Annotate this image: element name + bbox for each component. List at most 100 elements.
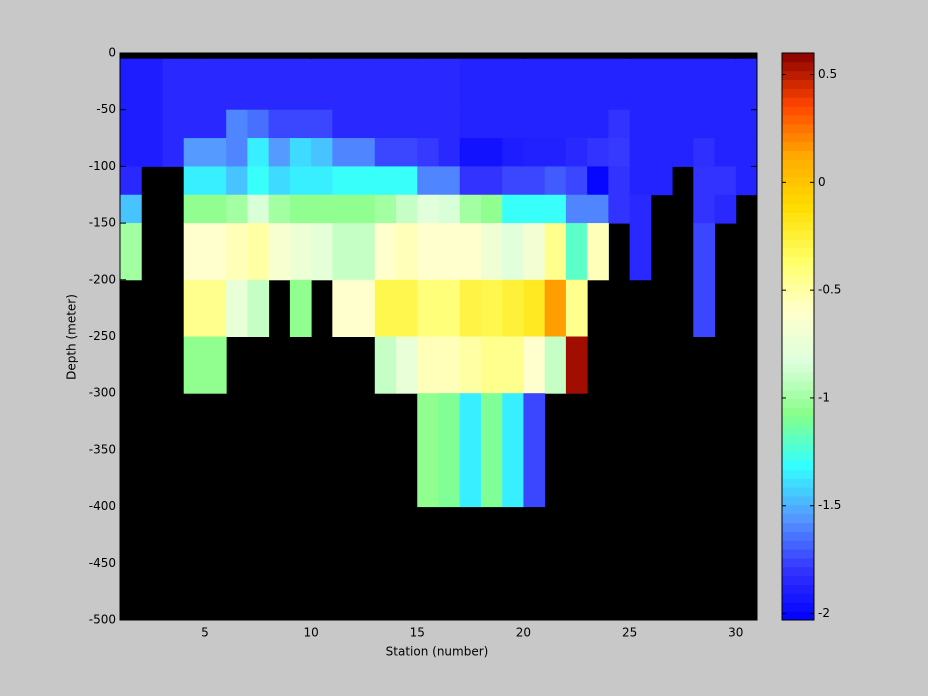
heat-cell [565,336,588,394]
heat-cell [459,279,482,337]
heat-cell [735,166,758,196]
heat-cell [226,194,248,224]
heat-cell [268,223,291,281]
heat-cell [141,58,163,111]
x-tick-label: 15 [410,626,425,640]
colorbar-swatch [782,212,814,222]
heat-cell [268,166,291,196]
heat-cell [417,109,439,139]
heat-cell [353,58,376,111]
heat-cell [523,194,546,224]
heat-cell [226,279,248,337]
heat-cell [417,58,439,111]
heat-cell [693,279,716,337]
x-tick-label: 25 [622,626,637,640]
heat-cell [608,166,631,196]
heat-cell [544,223,567,281]
colorbar-tick-label: 0 [818,175,826,189]
heat-cell [247,279,270,337]
heat-cell [332,166,355,196]
heat-cell [353,194,376,224]
heat-cell [183,194,206,224]
heat-cell [502,194,524,224]
colorbar-swatch [782,557,814,568]
heat-cell [438,336,461,394]
heat-cell [523,166,546,196]
colorbar-swatch [782,549,814,559]
colorbar-swatch [782,301,814,311]
colorbar-swatch [782,318,814,329]
heat-cell [523,138,546,167]
heat-cell [587,223,609,281]
heat-cell [311,223,333,281]
colorbar-swatch [782,602,814,612]
colorbar-swatch [782,247,814,258]
colorbar-swatch [782,177,814,187]
colorbar-tick-label: -2 [818,606,830,620]
heat-cell [438,223,461,281]
heat-cell [204,336,227,394]
heat-cell [289,109,312,139]
colorbar-swatch [782,292,814,302]
heat-cell [374,166,397,196]
heat-cell [417,393,439,508]
colorbar-swatch [782,79,814,89]
heat-cell [204,138,227,167]
heat-cell [693,138,716,167]
heat-cell [374,109,397,139]
heat-cell [374,223,397,281]
colorbar-swatch [782,398,814,408]
y-tick-label: -400 [89,499,116,513]
heat-cell [693,166,716,196]
heat-cell [587,166,609,196]
heat-cell [438,138,461,167]
heat-cell [120,109,142,139]
heat-cell [311,109,333,139]
heat-cell [183,109,206,139]
heat-cell [502,279,524,337]
heat-cell [183,166,206,196]
heat-cell [289,166,312,196]
colorbar-swatch [782,371,814,382]
heat-cell [480,166,503,196]
colorbar-swatch [782,132,814,143]
heat-cell [396,279,418,337]
colorbar-swatch [782,593,814,603]
heat-cell [289,223,312,281]
heat-cell [141,109,163,139]
colorbar-swatch [782,389,814,400]
heat-cell [204,166,227,196]
heat-cell [544,279,567,337]
heat-cell [502,166,524,196]
heat-cell [629,109,652,139]
heat-cell [459,58,482,111]
colorbar-swatch [782,336,814,346]
heat-cell [120,58,142,111]
heat-cell [693,194,716,224]
heat-cell [608,138,631,167]
heat-cell [289,194,312,224]
colorbar-swatch [782,185,814,196]
heat-cell [417,166,439,196]
heat-cell [735,58,758,111]
colorbar-swatch [782,168,814,178]
colorbar-swatch [782,123,814,134]
heat-cell [544,336,567,394]
heat-cell [332,109,355,139]
heat-cell [714,138,737,167]
colorbar-swatch [782,203,814,213]
heat-cell [565,279,588,337]
heat-cell [289,279,312,337]
colorbar-swatch [782,230,814,240]
heat-cell [396,138,418,167]
heat-cell [459,223,482,281]
colorbar-swatch [782,327,814,337]
heat-cell [650,109,673,139]
heat-cell [268,58,291,111]
y-axis-label: Depth (meter) [65,294,79,380]
colorbar-swatch [782,194,814,205]
y-tick-label: -100 [89,159,116,173]
heat-cell [502,58,524,111]
heat-cell [459,336,482,394]
heat-cell [608,109,631,139]
